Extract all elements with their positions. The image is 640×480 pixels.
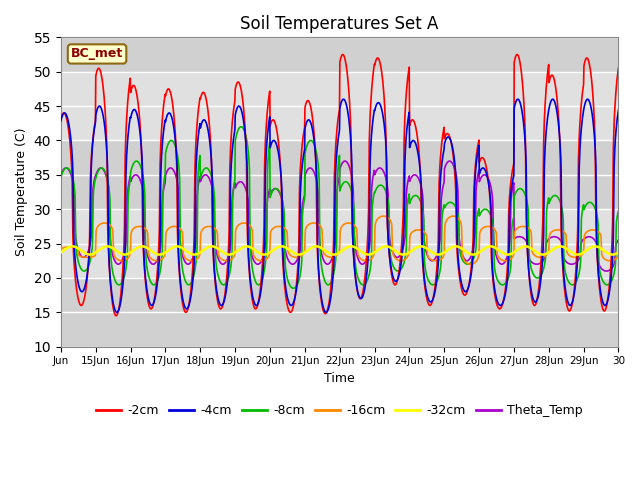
-4cm (472, 167, 479, 172)
-8cm (237, 124, 245, 130)
-8cm (326, 281, 333, 287)
-2cm (472, 159, 479, 165)
Line: -8cm: -8cm (61, 127, 618, 288)
-32cm (144, 246, 152, 252)
-4cm (326, 302, 333, 308)
Theta_Temp (614, 237, 622, 243)
Text: BC_met: BC_met (71, 48, 123, 60)
Legend: -2cm, -4cm, -8cm, -16cm, -32cm, Theta_Temp: -2cm, -4cm, -8cm, -16cm, -32cm, Theta_Te… (92, 399, 588, 422)
-4cm (315, 269, 323, 275)
-16cm (472, 259, 479, 265)
-16cm (554, 227, 561, 233)
-16cm (608, 258, 616, 264)
-4cm (113, 310, 121, 315)
Bar (61, 72, 618, 141)
-32cm (399, 252, 407, 257)
-4cm (145, 296, 152, 301)
-2cm (326, 298, 333, 304)
-16cm (614, 252, 622, 257)
Line: -16cm: -16cm (61, 216, 618, 264)
-16cm (325, 254, 333, 260)
-32cm (57, 250, 65, 255)
-32cm (417, 243, 425, 249)
Theta_Temp (315, 194, 323, 200)
-16cm (144, 240, 152, 246)
Bar (61, 278, 618, 347)
Theta_Temp (325, 261, 333, 266)
-2cm (614, 65, 622, 71)
Bar (61, 37, 618, 72)
-2cm (339, 52, 347, 58)
-16cm (57, 249, 65, 255)
-4cm (608, 265, 616, 271)
-32cm (472, 251, 479, 257)
Y-axis label: Soil Temperature (C): Soil Temperature (C) (15, 128, 28, 256)
-8cm (608, 277, 616, 283)
-8cm (472, 248, 479, 253)
-16cm (315, 221, 323, 227)
-8cm (289, 286, 297, 291)
X-axis label: Time: Time (324, 372, 355, 385)
-32cm (614, 250, 622, 255)
-2cm (57, 116, 65, 122)
Theta_Temp (603, 268, 611, 274)
Line: Theta_Temp: Theta_Temp (61, 161, 618, 271)
Title: Soil Temperatures Set A: Soil Temperatures Set A (241, 15, 439, 33)
-16cm (380, 213, 387, 219)
-32cm (608, 252, 616, 257)
-8cm (57, 174, 65, 180)
-4cm (340, 96, 348, 102)
-32cm (554, 244, 561, 250)
-4cm (614, 108, 622, 113)
Theta_Temp (144, 254, 152, 260)
Theta_Temp (472, 228, 479, 234)
-2cm (145, 300, 152, 306)
Line: -32cm: -32cm (61, 246, 618, 254)
-16cm (467, 261, 474, 267)
Theta_Temp (608, 265, 616, 271)
Line: -2cm: -2cm (61, 55, 618, 316)
-32cm (315, 244, 323, 250)
-2cm (608, 242, 616, 248)
Line: -4cm: -4cm (61, 99, 618, 312)
Bar (61, 209, 618, 278)
-4cm (57, 118, 65, 124)
-2cm (554, 100, 561, 106)
-32cm (325, 250, 333, 256)
Theta_Temp (57, 172, 65, 178)
-8cm (316, 177, 323, 182)
-2cm (315, 273, 323, 279)
-4cm (554, 112, 561, 118)
-8cm (554, 194, 561, 200)
Theta_Temp (341, 158, 349, 164)
-2cm (112, 313, 120, 319)
-8cm (144, 271, 152, 276)
Theta_Temp (553, 234, 561, 240)
-8cm (614, 208, 622, 214)
Bar (61, 141, 618, 209)
